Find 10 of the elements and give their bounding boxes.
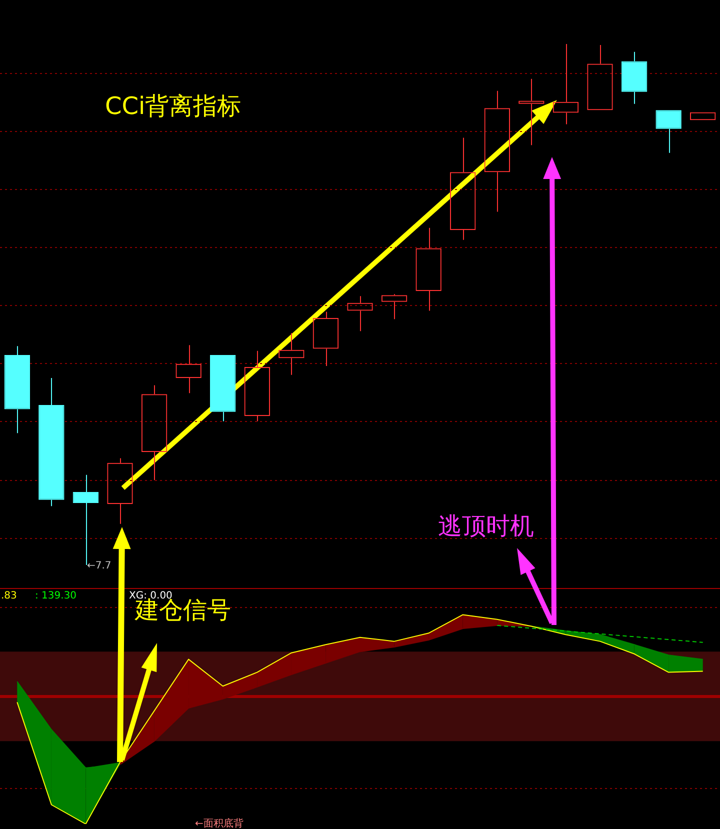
annotation: ←7.7 xyxy=(87,560,112,572)
text: : 139.30 xyxy=(35,590,77,602)
candlestick xyxy=(621,51,648,104)
annotation: CCi背离指标 xyxy=(105,92,242,120)
annotation: 逃顶时机 xyxy=(438,512,534,540)
text: .83 xyxy=(1,590,17,602)
candlestick xyxy=(38,377,64,507)
annotation: ←面积底背 xyxy=(195,818,244,829)
candlestick xyxy=(4,346,30,434)
candlestick xyxy=(656,110,682,154)
